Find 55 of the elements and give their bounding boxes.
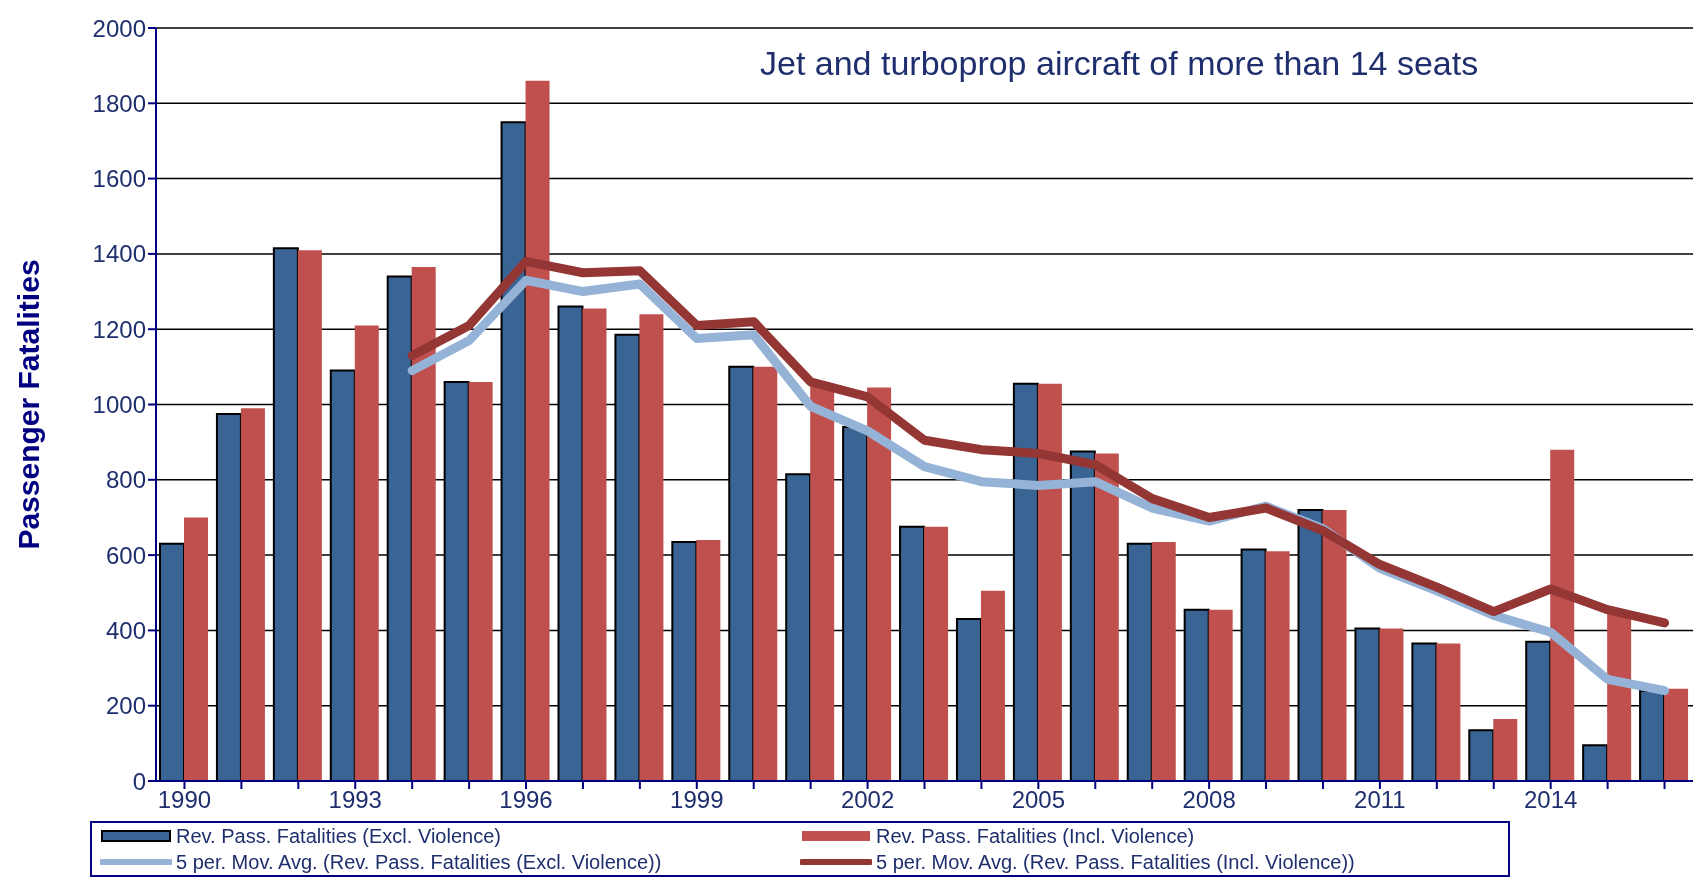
y-tick-label: 1200 [92, 315, 146, 343]
bar [1582, 744, 1609, 781]
bar [1468, 729, 1495, 781]
bar [1664, 688, 1689, 781]
bar [468, 381, 493, 781]
bar [696, 540, 721, 781]
bar [639, 314, 664, 781]
y-tick-label: 800 [105, 466, 146, 494]
x-tick-label: 2002 [840, 786, 895, 814]
legend-label: 5 per. Mov. Avg. (Rev. Pass. Fatalities (Excl. Violence)) [176, 850, 662, 875]
bar [1436, 643, 1461, 781]
x-tick-label: 1993 [328, 786, 382, 814]
bar [1607, 611, 1632, 781]
bar [1550, 449, 1575, 781]
bar [240, 408, 265, 781]
y-tick-label: 400 [105, 616, 146, 644]
bar [1322, 509, 1347, 781]
y-axis-title: Passenger Fatalities [11, 259, 45, 550]
bar [980, 590, 1005, 781]
y-tick-label: 200 [105, 692, 146, 720]
bar [525, 80, 550, 781]
legend-label: 5 per. Mov. Avg. (Rev. Pass. Fatalities (Incl. Violence)) [876, 850, 1355, 875]
legend-label: Rev. Pass. Fatalities (Incl. Violence) [876, 824, 1195, 849]
bar [1037, 383, 1062, 781]
y-tick-label: 2000 [92, 14, 146, 42]
bar [184, 517, 208, 781]
y-tick-label: 1000 [92, 391, 146, 419]
y-tick-label: 1800 [92, 89, 146, 117]
bar [1379, 628, 1404, 781]
x-tick-label: 2014 [1523, 786, 1578, 814]
x-tick-label: 1996 [499, 786, 553, 814]
bar [1151, 541, 1176, 781]
bar [1094, 453, 1119, 781]
bar [867, 387, 892, 781]
annotation: Jet and turboprop aircraft of more than 14 seats [760, 44, 1479, 83]
bar [354, 325, 379, 781]
y-tick-label: 1600 [92, 165, 146, 193]
x-tick-label: 2008 [1182, 786, 1236, 814]
legend-label: Rev. Pass. Fatalities (Excl. Violence) [176, 824, 501, 849]
bar [1265, 551, 1290, 781]
x-tick-label: 2011 [1354, 786, 1406, 814]
bar [1493, 718, 1518, 781]
y-tick-label: 0 [132, 767, 146, 795]
y-tick-label: 600 [105, 541, 146, 569]
bar [1208, 609, 1233, 781]
bar [582, 308, 607, 781]
x-tick-label: 1990 [157, 786, 212, 814]
bar [924, 526, 949, 781]
y-tick-label: 1400 [92, 240, 146, 268]
bar [810, 385, 835, 781]
bar [753, 366, 778, 781]
bar [297, 250, 322, 781]
x-tick-label: 2005 [1011, 786, 1066, 814]
bar [411, 267, 436, 781]
x-tick-label: 1999 [670, 786, 724, 814]
